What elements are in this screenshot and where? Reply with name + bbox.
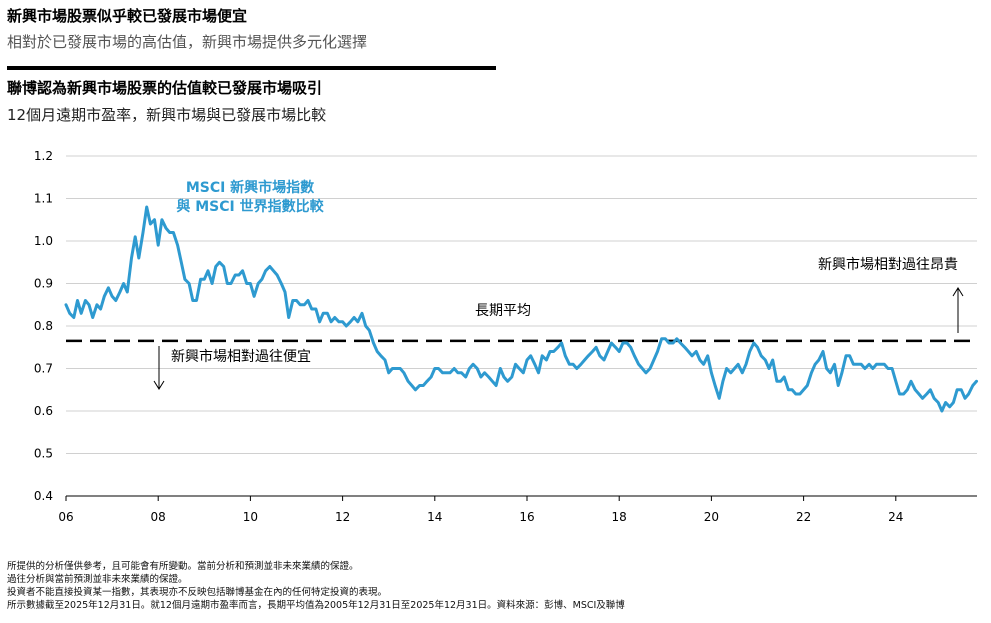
- series-label-2: 與 MSCI 世界指數比較: [176, 198, 324, 215]
- x-tick-label: 08: [151, 510, 166, 524]
- series-label: MSCI 新興市場指數: [186, 179, 314, 196]
- x-tick-label: 16: [519, 510, 534, 524]
- x-tick-label: 20: [704, 510, 719, 524]
- x-tick-label: 12: [335, 510, 350, 524]
- footnote-1: 所提供的分析僅供參考，且可能會有所變動。當前分析和預測並非未來業績的保證。: [7, 561, 359, 572]
- footnotes: 所提供的分析僅供參考，且可能會有所變動。當前分析和預測並非未來業績的保證。 過往…: [7, 560, 625, 612]
- average-label: 長期平均: [475, 303, 531, 319]
- chart-title: 聯博認為新興市場股票的估值較已發展市場吸引: [7, 79, 323, 97]
- x-tick-label: 10: [243, 510, 258, 524]
- down-arrow-icon: [153, 346, 165, 390]
- footnote-4: 所示數據截至2025年12月31日。就12個月遠期市盈率而言，長期平均值為200…: [7, 600, 625, 611]
- y-tick-label: 1.0: [34, 234, 53, 248]
- y-tick-label: 0.4: [34, 489, 53, 503]
- cheap-label: 新興市場相對過往便宜: [171, 348, 311, 365]
- x-tick-label: 22: [796, 510, 811, 524]
- y-tick-label: 0.5: [34, 447, 53, 461]
- chart-subtitle: 12個月遠期市盈率，新興市場與已發展市場比較: [7, 106, 327, 124]
- y-tick-label: 1.1: [34, 192, 53, 206]
- y-tick-label: 1.2: [34, 149, 53, 163]
- page-subtitle: 相對於已發展市場的高估值，新興市場提供多元化選擇: [7, 33, 368, 51]
- x-tick-label: 06: [58, 510, 73, 524]
- y-tick-label: 0.9: [34, 277, 53, 291]
- expensive-label: 新興市場相對過往昂貴: [818, 256, 958, 273]
- x-tick-label: 14: [427, 510, 442, 524]
- y-tick-label: 0.6: [34, 404, 53, 418]
- y-tick-label: 0.8: [34, 319, 53, 333]
- page-title: 新興市場股票似乎較已發展市場便宜: [7, 7, 248, 25]
- x-tick-label: 24: [888, 510, 903, 524]
- footnote-3: 投資者不能直接投資某一指數，其表現亦不反映包括聯博基金在內的任何特定投資的表現。: [7, 587, 388, 598]
- x-tick-label: 18: [612, 510, 627, 524]
- y-tick-label: 0.7: [34, 362, 53, 376]
- footnote-2: 過往分析與當前預測並非未來業績的保證。: [7, 574, 188, 585]
- up-arrow-icon: [952, 287, 964, 333]
- series-line: [64, 205, 978, 413]
- title-divider: [7, 66, 496, 70]
